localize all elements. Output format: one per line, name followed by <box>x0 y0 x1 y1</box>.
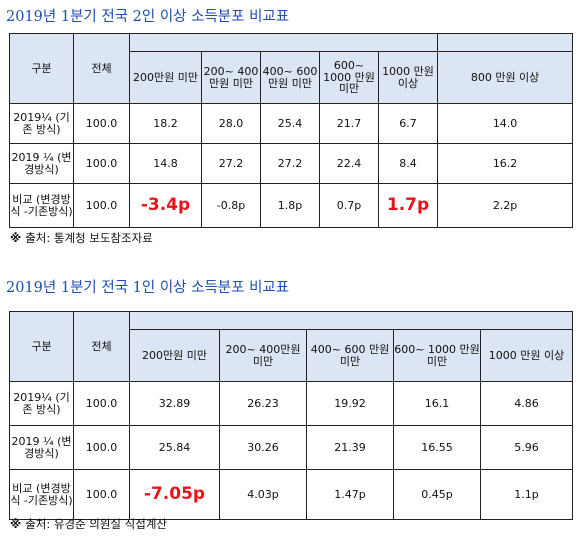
header-1000-plus: 1000 만원 이상 <box>479 329 574 382</box>
row-label: 비교 (변경방식 -기존방식) <box>9 183 74 228</box>
cell: 32.89 <box>129 381 220 426</box>
cell: 25.84 <box>129 425 220 470</box>
note-mark: ※ <box>10 231 22 245</box>
header-category: 구분 <box>9 33 74 104</box>
cell: 100.0 <box>73 103 130 144</box>
cell: 100.0 <box>73 381 130 426</box>
cell: 21.7 <box>319 103 379 144</box>
note-text: 출처: 통계청 보도참조자료 <box>25 231 153 245</box>
header-under-200: 200만원 미만 <box>129 329 220 382</box>
cell: 25.4 <box>260 103 320 144</box>
highlight-cell: 1.7p <box>377 183 439 228</box>
cell: 27.2 <box>260 143 320 184</box>
cell: 16.55 <box>393 425 481 470</box>
cell: 1.47p <box>306 469 394 520</box>
cell: 5.96 <box>479 425 574 470</box>
cell: 8.4 <box>377 143 439 184</box>
table2-title: 2019년 1분기 전국 1인 이상 소득분포 비교표 <box>6 280 290 296</box>
table-row: 2019 ¼ (변경방식) 100.0 25.84 30.26 21.39 16… <box>9 425 574 470</box>
table-row: 2019¼ (기존 방식) 100.0 18.2 28.0 25.4 21.7 … <box>9 103 574 144</box>
row-label: 2019 ¼ (변경방식) <box>9 143 74 184</box>
header-total: 전체 <box>73 33 130 104</box>
income-distribution-table-2plus: 구분 전체 200만원 미만 200~ 400만원 미만 400~ 600 만원… <box>9 33 574 228</box>
cell: 14.0 <box>437 103 574 144</box>
cell: 22.4 <box>319 143 379 184</box>
cell: 4.03p <box>219 469 307 520</box>
note-text: 출처: 유경준 의원실 직접계산 <box>25 517 167 531</box>
cell: 14.8 <box>129 143 202 184</box>
cell: 19.92 <box>306 381 394 426</box>
header-total: 전체 <box>73 311 130 382</box>
header-600-1000: 600~ 1000 만원 미만 <box>393 329 481 382</box>
cell: 28.0 <box>201 103 261 144</box>
header-200-400: 200~ 400만원 미만 <box>201 51 261 104</box>
highlight-cell: -3.4p <box>129 183 202 228</box>
cell: -0.8p <box>201 183 261 228</box>
cell: 16.1 <box>393 381 481 426</box>
cell: 21.39 <box>306 425 394 470</box>
cell: 1.1p <box>479 469 574 520</box>
cell: 16.2 <box>437 143 574 184</box>
header-spacer-right <box>437 33 574 52</box>
header-under-200: 200만원 미만 <box>129 51 202 104</box>
cell: 0.45p <box>393 469 481 520</box>
cell: 100.0 <box>73 425 130 470</box>
cell: 4.86 <box>479 381 574 426</box>
table1-title: 2019년 1분기 전국 2인 이상 소득분포 비교표 <box>6 9 290 25</box>
cell: 100.0 <box>73 183 130 228</box>
header-spacer <box>128 33 439 52</box>
header-600-1000: 600~ 1000 만원 미만 <box>319 51 379 104</box>
row-label: 비교 (변경방식 -기존방식) <box>9 469 74 520</box>
cell: 6.7 <box>377 103 439 144</box>
cell: 1.8p <box>260 183 320 228</box>
cell: 27.2 <box>201 143 261 184</box>
cell: 18.2 <box>129 103 202 144</box>
cell: 2.2p <box>437 183 574 228</box>
cell: 30.26 <box>219 425 307 470</box>
income-distribution-table-1plus: 구분 전체 200만원 미만 200~ 400만원 미만 400~ 600 만원… <box>9 311 574 520</box>
highlight-cell: -7.05p <box>129 469 220 520</box>
header-1000-plus: 1000 만원 이상 <box>377 51 439 104</box>
header-800-plus: 800 만원 이상 <box>437 51 574 104</box>
cell: 0.7p <box>319 183 379 228</box>
table-row: 2019¼ (기존 방식) 100.0 32.89 26.23 19.92 16… <box>9 381 574 426</box>
header-400-600: 400~ 600 만원 미만 <box>260 51 320 104</box>
table-row: 비교 (변경방식 -기존방식) 100.0 -7.05p 4.03p 1.47p… <box>9 469 574 520</box>
row-label: 2019¼ (기존 방식) <box>9 381 74 426</box>
table-row: 비교 (변경방식 -기존방식) 100.0 -3.4p -0.8p 1.8p 0… <box>9 183 574 228</box>
row-label: 2019 ¼ (변경방식) <box>9 425 74 470</box>
table1-source-note: ※ 출처: 통계청 보도참조자료 <box>10 230 153 246</box>
cell: 26.23 <box>219 381 307 426</box>
header-spacer <box>128 311 574 330</box>
header-200-400: 200~ 400만원 미만 <box>219 329 307 382</box>
table-row: 2019 ¼ (변경방식) 100.0 14.8 27.2 27.2 22.4 … <box>9 143 574 184</box>
header-category: 구분 <box>9 311 74 382</box>
note-mark: ※ <box>10 517 22 531</box>
header-400-600: 400~ 600 만원 미만 <box>306 329 394 382</box>
row-label: 2019¼ (기존 방식) <box>9 103 74 144</box>
cell: 100.0 <box>73 469 130 520</box>
cell: 100.0 <box>73 143 130 184</box>
table2-source-note: ※ 출처: 유경준 의원실 직접계산 <box>10 516 167 532</box>
